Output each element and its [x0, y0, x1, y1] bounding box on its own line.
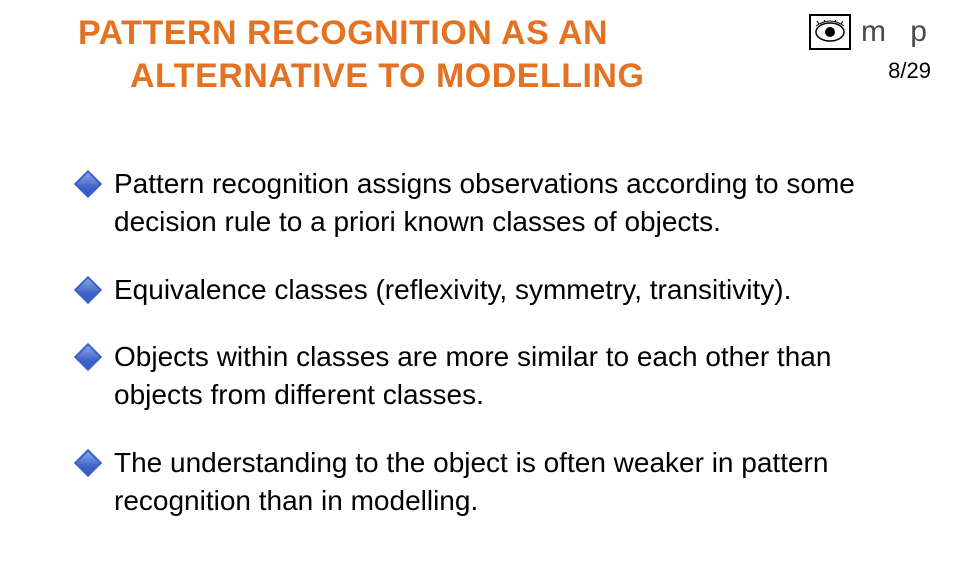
bullet-text: The understanding to the object is often…	[114, 447, 828, 516]
list-item: The understanding to the object is often…	[78, 444, 888, 520]
slide-title: PATTERN RECOGNITION AS AN ALTERNATIVE TO…	[78, 12, 718, 97]
eye-icon	[809, 14, 851, 50]
title-line-2: ALTERNATIVE TO MODELLING	[130, 55, 718, 98]
bullet-list: Pattern recognition assigns observations…	[78, 165, 888, 550]
header-logo-block: m p 8/29	[805, 14, 935, 84]
mp-label: m p	[861, 15, 935, 49]
title-line-1: PATTERN RECOGNITION AS AN	[78, 12, 718, 55]
list-item: Equivalence classes (reflexivity, symmet…	[78, 271, 888, 309]
list-item: Pattern recognition assigns observations…	[78, 165, 888, 241]
bullet-text: Equivalence classes (reflexivity, symmet…	[114, 274, 791, 305]
bullet-text: Pattern recognition assigns observations…	[114, 168, 855, 237]
logo-top-row: m p	[805, 14, 935, 50]
bullet-text: Objects within classes are more similar …	[114, 341, 831, 410]
slide: PATTERN RECOGNITION AS AN ALTERNATIVE TO…	[0, 0, 959, 571]
list-item: Objects within classes are more similar …	[78, 338, 888, 414]
page-number: 8/29	[805, 58, 935, 84]
